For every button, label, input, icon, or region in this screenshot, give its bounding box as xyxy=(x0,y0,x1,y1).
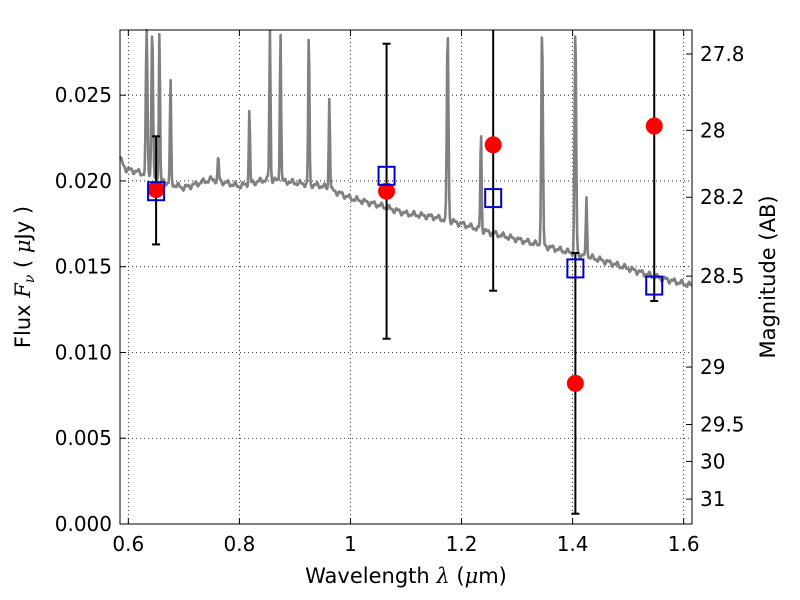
x-tick-label: 0.8 xyxy=(223,532,255,556)
y-axis-label-subscript: ν xyxy=(22,274,38,283)
model-photometry-point xyxy=(566,258,585,279)
x-axis-label-prefix: Wavelength xyxy=(305,564,436,588)
x-tick-label: 1.6 xyxy=(668,532,700,556)
model-photometry-point xyxy=(645,275,664,296)
observed-point xyxy=(645,117,663,135)
y-tick-label: 0.005 xyxy=(55,426,112,450)
axis-ticks xyxy=(120,30,692,525)
y-tick-labels: 0.000 0.005 0.010 0.015 0.020 0.025 xyxy=(55,83,112,536)
y-axis-label-unit-open: ( xyxy=(11,253,35,275)
x-tick-label: 1.2 xyxy=(446,532,478,556)
x-axis-label-unit-mu: μ xyxy=(465,564,479,588)
y2-tick-label: 29.5 xyxy=(700,413,745,437)
y2-tick-labels: 27.8 28 28.2 28.5 29 29.5 30 31 xyxy=(700,42,745,511)
y-axis-label-unit-rest: Jy ) xyxy=(11,206,35,242)
y-tick-label: 0.015 xyxy=(55,255,112,279)
y-axis-label-unit-mu: μ xyxy=(11,239,35,253)
x-tick-label: 1 xyxy=(344,532,357,556)
x-tick-labels: 0.6 0.8 1 1.2 1.4 1.6 xyxy=(112,532,699,556)
y2-tick-label: 28.2 xyxy=(700,185,745,209)
y-tick-label: 0.000 xyxy=(55,512,112,536)
y-tick-label: 0.010 xyxy=(55,340,112,364)
y2-tick-label: 28.5 xyxy=(700,264,745,288)
spectrum-series xyxy=(118,28,693,289)
model-photometry-point xyxy=(377,165,396,186)
y-axis-label: Flux Fν ( μJy ) xyxy=(11,206,38,348)
model-photometry-point xyxy=(147,181,166,202)
x-tick-label: 0.6 xyxy=(112,532,144,556)
y2-tick-label: 29 xyxy=(700,355,725,379)
observed-point xyxy=(484,136,502,154)
plot-frame xyxy=(119,29,693,525)
y-axis-label-symbol: F xyxy=(11,282,35,299)
model-photometry-point xyxy=(484,188,503,209)
observed-point xyxy=(378,182,396,200)
y2-tick-label: 27.8 xyxy=(700,42,745,66)
grid-lines xyxy=(120,30,692,524)
y-tick-label: 0.020 xyxy=(55,169,112,193)
y2-tick-label: 30 xyxy=(700,449,725,473)
y2-tick-label: 28 xyxy=(700,118,725,142)
y-axis-label-prefix: Flux xyxy=(11,298,35,348)
spectrum-line xyxy=(118,28,693,289)
y-tick-label: 0.025 xyxy=(55,83,112,107)
x-tick-label: 1.4 xyxy=(557,532,589,556)
x-axis-label-unit-open: ( xyxy=(450,564,465,588)
y2-axis-label: Magnitude (AB) xyxy=(756,195,780,358)
x-axis-label: Wavelength λ (μm) xyxy=(305,564,507,588)
observed-point xyxy=(566,374,584,392)
observed-point xyxy=(147,181,165,199)
plot-area xyxy=(120,30,692,524)
y2-tick-label: 31 xyxy=(700,487,725,511)
model-photometry-series xyxy=(147,165,664,296)
x-axis-label-symbol: λ xyxy=(435,564,449,588)
x-axis-label-unit-rest: m) xyxy=(478,564,507,588)
